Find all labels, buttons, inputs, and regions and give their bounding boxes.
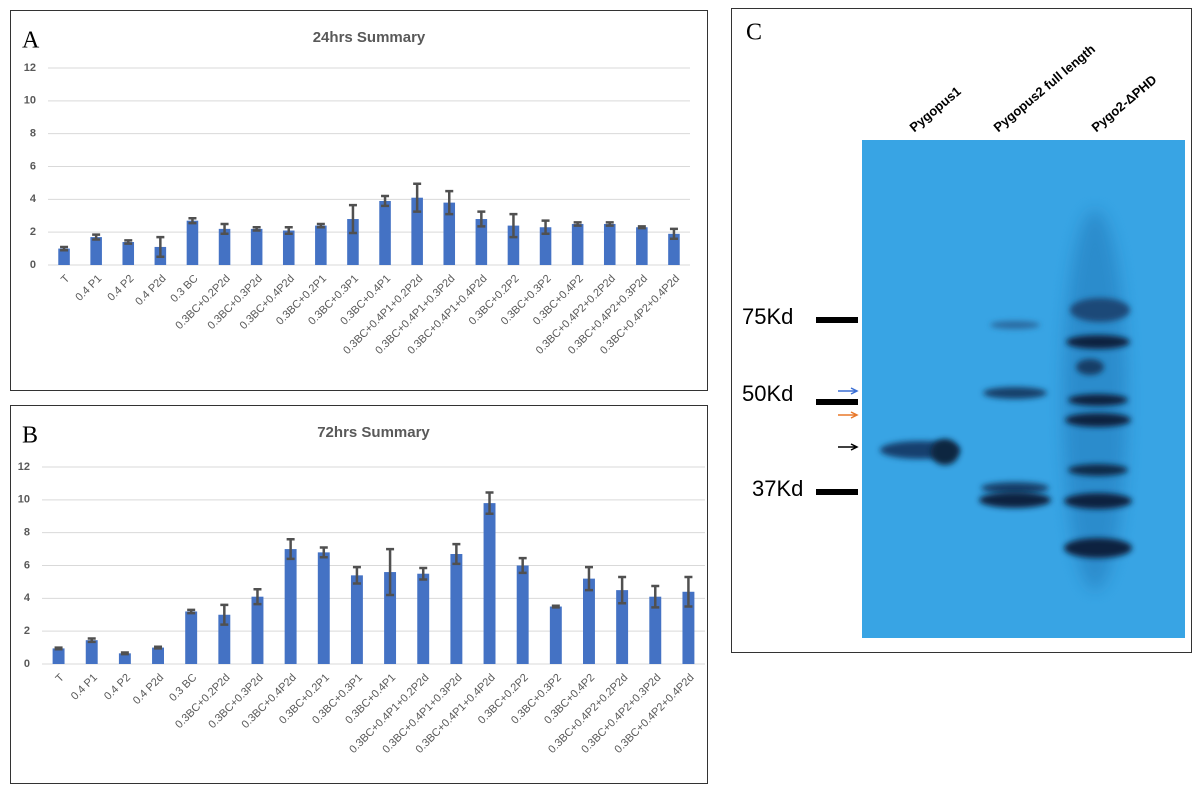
y-tick-label: 10 <box>24 95 36 107</box>
band <box>1070 298 1130 322</box>
band <box>990 321 1040 329</box>
bar <box>604 224 616 265</box>
error-bar <box>121 653 129 655</box>
y-tick-label: 2 <box>30 226 36 238</box>
band <box>1064 538 1132 558</box>
bar <box>484 503 496 664</box>
panel-label: C <box>746 20 762 46</box>
error-bar <box>638 226 646 228</box>
bar <box>517 566 529 665</box>
error-bar <box>552 606 560 608</box>
y-tick-label: 12 <box>24 62 36 74</box>
bar <box>252 597 264 664</box>
y-tick-label: 6 <box>24 559 30 571</box>
blot-panel: C Pygopus1 Pygopus2 full length Pygo2-ΔP… <box>732 9 1192 653</box>
y-tick-label: 8 <box>30 128 36 140</box>
bar <box>86 640 98 664</box>
band <box>983 387 1047 399</box>
panel-label: B <box>22 423 38 449</box>
bar <box>351 575 363 664</box>
bar <box>187 221 199 265</box>
y-tick-label: 12 <box>18 461 30 473</box>
bar <box>122 242 134 265</box>
bar <box>53 648 65 664</box>
chart-title: 72hrs Summary <box>317 424 430 441</box>
band <box>1064 493 1132 509</box>
bar <box>417 574 429 664</box>
marker-line <box>816 489 858 495</box>
marker-line <box>816 399 858 405</box>
bar <box>572 224 584 265</box>
band <box>1068 394 1128 406</box>
bar <box>185 611 197 664</box>
bar <box>90 237 102 265</box>
bar <box>379 201 391 265</box>
y-tick-label: 0 <box>24 658 30 670</box>
y-tick-label: 2 <box>24 625 30 637</box>
y-tick-label: 6 <box>30 160 36 172</box>
page: C Pygopus1 Pygopus2 full length Pygo2-ΔP… <box>0 0 1192 789</box>
bar <box>315 226 327 265</box>
marker-label: 37Kd <box>752 476 803 501</box>
panel-label: A <box>22 28 40 54</box>
band <box>1076 359 1104 375</box>
y-tick-label: 4 <box>24 592 31 604</box>
band <box>1065 413 1131 427</box>
marker-line <box>816 317 858 323</box>
bar <box>318 552 330 664</box>
bar <box>583 579 595 664</box>
band <box>979 492 1051 508</box>
y-tick-label: 8 <box>24 527 30 539</box>
bar <box>450 554 462 664</box>
bar <box>285 549 297 664</box>
chart-title: 24hrs Summary <box>313 29 426 46</box>
band <box>1068 464 1128 476</box>
marker-label: 50Kd <box>742 381 793 406</box>
y-tick-label: 10 <box>18 494 30 506</box>
bar <box>636 227 648 265</box>
bar <box>550 607 562 664</box>
marker-label: 75Kd <box>742 304 793 329</box>
y-tick-label: 4 <box>30 193 37 205</box>
bar <box>283 231 295 265</box>
band <box>931 439 959 465</box>
error-bar <box>154 647 162 649</box>
figure: C Pygopus1 Pygopus2 full length Pygo2-ΔP… <box>0 0 1192 784</box>
bar <box>152 648 164 664</box>
error-bar <box>55 648 63 650</box>
band <box>1066 335 1130 349</box>
y-tick-label: 0 <box>30 259 36 271</box>
bar <box>251 229 263 265</box>
